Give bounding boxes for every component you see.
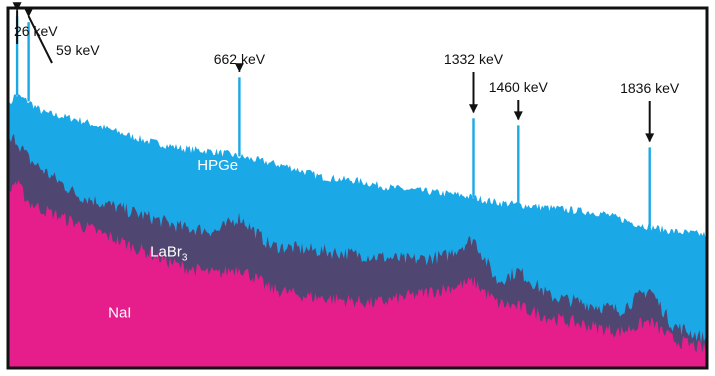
series-area-nai <box>8 179 707 368</box>
series-label: LaBr3 <box>150 243 188 263</box>
annotation-arrowhead <box>234 63 244 73</box>
plot-frame <box>6 6 709 370</box>
energy-annotation: 1460 keV <box>489 79 549 95</box>
energy-annotation: 59 keV <box>56 42 100 58</box>
series-label: HPGe <box>197 157 238 174</box>
annotation-arrowhead <box>645 133 655 143</box>
annotation-arrow <box>27 15 53 64</box>
energy-annotation: 662 keV <box>214 51 266 67</box>
annotation-arrowhead <box>24 8 34 18</box>
photopeak-spike <box>517 125 520 205</box>
photopeak-spike <box>27 22 30 102</box>
annotation-arrowhead <box>513 111 523 121</box>
energy-annotation: 1836 keV <box>620 80 680 96</box>
annotation-arrowhead <box>469 104 478 114</box>
photopeak-spike <box>238 77 241 157</box>
photopeak-spike <box>15 16 19 96</box>
photopeak-spike <box>472 118 475 198</box>
energy-annotation: 1332 keV <box>444 51 504 67</box>
series-label: NaI <box>108 305 131 322</box>
photopeak-spike <box>648 147 651 227</box>
